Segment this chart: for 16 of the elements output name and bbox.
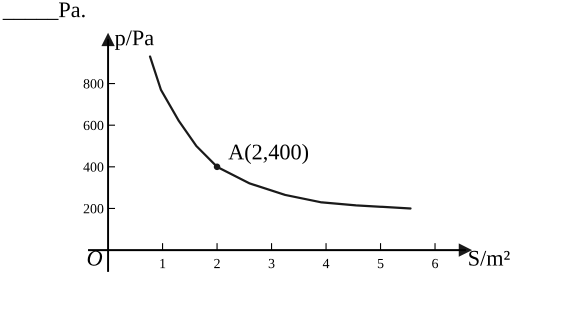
x-tick-label: 2: [214, 258, 220, 268]
annotation: A(2,400): [228, 144, 308, 164]
y-tick-label: 400: [83, 162, 104, 172]
x-tick-label: 1: [160, 258, 166, 268]
y-tick-label: 200: [84, 204, 104, 214]
x-tick-label: 3: [268, 258, 274, 268]
x-tick-label: 4: [322, 258, 330, 268]
x-tick-label: 5: [378, 258, 384, 268]
x-axis-title: S/m²: [469, 250, 510, 266]
text: _____Pa.: [2, 2, 85, 20]
line-series: [148, 55, 412, 210]
y-tick-label: 800: [84, 79, 104, 89]
annotation: O: [88, 250, 102, 266]
x-tick-label: 6: [432, 258, 438, 268]
y-axis-title: p/Pa: [114, 30, 154, 50]
y-tick-label: 600: [84, 120, 104, 130]
